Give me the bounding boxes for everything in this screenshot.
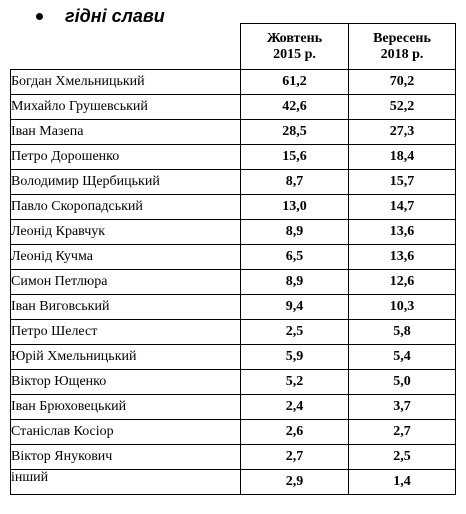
table-row: Віктор Ющенко 5,2 5,0 <box>10 369 456 395</box>
row-value-2015: 2,6 <box>240 419 349 445</box>
row-value-2018: 5,0 <box>348 369 456 395</box>
row-value-2018: 15,7 <box>348 169 456 195</box>
table-row: Юрій Хмельницький 5,9 5,4 <box>10 344 456 370</box>
row-value-2018: 3,7 <box>348 394 456 420</box>
row-value-2018: 18,4 <box>348 144 456 170</box>
table-row: Іван Мазепа 28,5 27,3 <box>10 119 456 145</box>
table-row: Леонід Кравчук 8,9 13,6 <box>10 219 456 245</box>
row-value-2015: 6,5 <box>240 244 349 270</box>
row-value-2018: 1,4 <box>348 469 456 495</box>
row-value-2015: 13,0 <box>240 194 349 220</box>
row-name-cell: Симон Петлюра <box>10 269 241 295</box>
row-value-2018: 13,6 <box>348 244 456 270</box>
column-header-2015-year: 2015 р. <box>273 46 316 62</box>
row-name-cell: Петро Дорошенко <box>10 144 241 170</box>
row-value-2015: 8,9 <box>240 219 349 245</box>
row-value-2018: 13,6 <box>348 219 456 245</box>
section-heading: гідні слави <box>36 6 165 27</box>
table-row: Петро Дорошенко 15,6 18,4 <box>10 144 456 170</box>
row-value-2018: 52,2 <box>348 94 456 120</box>
table-body: Богдан Хмельницький 61,2 70,2 Михайло Груше… <box>10 69 456 495</box>
table-row: Павло Скоропадський 13,0 14,7 <box>10 194 456 220</box>
row-value-2018: 2,5 <box>348 444 456 470</box>
column-header-2015-month: Жовтень <box>266 30 323 46</box>
row-name-cell: Леонід Кучма <box>10 244 241 270</box>
column-header-2018-year: 2018 р. <box>380 46 424 62</box>
row-value-2015: 61,2 <box>240 69 349 95</box>
row-value-2015: 2,7 <box>240 444 349 470</box>
row-name-cell: Іван Виговський <box>10 294 241 320</box>
row-name-cell: Павло Скоропадський <box>10 194 241 220</box>
column-header-2018: Вересень 2018 р. <box>348 23 456 70</box>
table-row: Михайло Грушевський 42,6 52,2 <box>10 94 456 120</box>
row-value-2018: 2,7 <box>348 419 456 445</box>
table-row: Леонід Кучма 6,5 13,6 <box>10 244 456 270</box>
row-name-cell: Юрій Хмельницький <box>10 344 241 370</box>
header-blank-cell <box>10 23 241 70</box>
table-row: Віктор Янукович 2,7 2,5 <box>10 444 456 470</box>
row-value-2018: 5,8 <box>348 319 456 345</box>
table-row: Іван Брюховецький 2,4 3,7 <box>10 394 456 420</box>
ratings-table: Жовтень 2015 р. Вересень 2018 р. Богдан … <box>10 23 456 495</box>
row-value-2015: 5,9 <box>240 344 349 370</box>
row-value-2018: 12,6 <box>348 269 456 295</box>
row-name-cell: Віктор Янукович <box>10 444 241 470</box>
row-value-2015: 8,9 <box>240 269 349 295</box>
row-name-cell: Леонід Кравчук <box>10 219 241 245</box>
row-name-cell: Богдан Хмельницький <box>10 69 241 95</box>
row-value-2015: 8,7 <box>240 169 349 195</box>
row-name-cell: Володимир Щербицький <box>10 169 241 195</box>
section-heading-text: гідні слави <box>65 6 165 26</box>
row-value-2018: 5,4 <box>348 344 456 370</box>
table-row: Петро Шелест 2,5 5,8 <box>10 319 456 345</box>
row-value-2015: 9,4 <box>240 294 349 320</box>
row-name-cell: Іван Мазепа <box>10 119 241 145</box>
row-value-2015: 28,5 <box>240 119 349 145</box>
row-value-2018: 70,2 <box>348 69 456 95</box>
row-value-2015: 2,9 <box>240 469 349 495</box>
table-header-row: Жовтень 2015 р. Вересень 2018 р. <box>10 23 456 70</box>
row-name-cell: Віктор Ющенко <box>10 369 241 395</box>
table-row: Іван Виговський 9,4 10,3 <box>10 294 456 320</box>
row-name-cell: Петро Шелест <box>10 319 241 345</box>
row-value-2015: 5,2 <box>240 369 349 395</box>
table-row: Станіслав Косіор 2,6 2,7 <box>10 419 456 445</box>
row-value-2015: 2,5 <box>240 319 349 345</box>
row-value-2018: 14,7 <box>348 194 456 220</box>
bullet-icon <box>36 13 43 20</box>
column-header-2015: Жовтень 2015 р. <box>240 23 349 70</box>
row-value-2015: 15,6 <box>240 144 349 170</box>
row-name-cell: інший <box>10 469 241 495</box>
row-value-2018: 10,3 <box>348 294 456 320</box>
row-value-2018: 27,3 <box>348 119 456 145</box>
row-name-cell: Михайло Грушевський <box>10 94 241 120</box>
row-value-2015: 2,4 <box>240 394 349 420</box>
row-name-cell: Іван Брюховецький <box>10 394 241 420</box>
row-name-cell: Станіслав Косіор <box>10 419 241 445</box>
column-header-2018-month: Вересень <box>373 30 431 46</box>
table-row: інший 2,9 1,4 <box>10 469 456 495</box>
table-row: Володимир Щербицький 8,7 15,7 <box>10 169 456 195</box>
table-row: Симон Петлюра 8,9 12,6 <box>10 269 456 295</box>
table-row: Богдан Хмельницький 61,2 70,2 <box>10 69 456 95</box>
row-value-2015: 42,6 <box>240 94 349 120</box>
